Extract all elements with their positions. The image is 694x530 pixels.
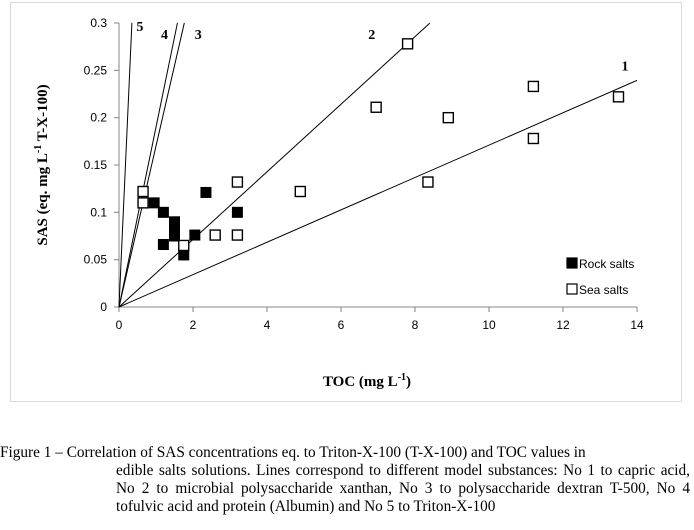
- sea-salt-point: [370, 101, 382, 113]
- model-line-3: [118, 22, 185, 308]
- sea-salt-point: [231, 176, 244, 188]
- rock-salt-point: [148, 197, 160, 209]
- sea-salt-point: [178, 239, 190, 252]
- x-tick-label: 12: [556, 318, 570, 332]
- legend: Rock salts Sea salts: [566, 257, 634, 297]
- y-tick-label: 0.25: [84, 63, 108, 77]
- y-tick-label: 0.1: [90, 205, 107, 219]
- model-lines: 1 2 3 4 5: [118, 20, 638, 308]
- y-tick-label: 0.3: [90, 16, 107, 30]
- sea-salt-point: [612, 91, 625, 103]
- legend-label-rock-salts: Rock salts: [579, 257, 634, 271]
- caption-body: edible salts solutions. Lines correspond…: [116, 462, 690, 515]
- model-line-2: [118, 22, 431, 308]
- sea-salt-point: [527, 132, 540, 145]
- model-line-label-1: 1: [622, 59, 629, 74]
- y-tick-label: 0: [100, 300, 107, 314]
- model-line-1: [118, 79, 638, 308]
- sea-salt-point: [401, 38, 414, 50]
- legend-label-sea-salts: Sea salts: [579, 283, 628, 297]
- sea-salt-point: [231, 229, 244, 241]
- y-tick-label: 0.2: [90, 111, 107, 125]
- sea-salt-point: [527, 80, 540, 93]
- x-tick-label: 0: [116, 318, 123, 332]
- y-tick-label: 0.05: [84, 253, 108, 267]
- model-line-label-3: 3: [195, 28, 202, 43]
- figure-caption: Figure 1 – Correlation of SAS concentrat…: [0, 444, 694, 516]
- y-tick-label: 0.15: [84, 158, 108, 172]
- model-line-5: [118, 22, 133, 308]
- rock-salt-point: [178, 249, 190, 261]
- model-line-label-4: 4: [161, 28, 168, 43]
- x-tick-label: 14: [630, 318, 644, 332]
- sea-salt-point: [137, 197, 149, 209]
- sea-salt-point: [137, 185, 149, 198]
- rock-salt-point: [200, 186, 212, 198]
- sea-salt-point: [422, 176, 434, 188]
- x-axis-title: TOC (mg L-1): [323, 372, 411, 390]
- model-line-label-5: 5: [136, 20, 143, 35]
- legend-marker-rock-salts: [566, 257, 578, 269]
- caption-title: Figure 1 – Correlation of SAS concentrat…: [0, 444, 586, 461]
- rock-salt-point: [231, 206, 243, 218]
- sea-salt-point: [209, 229, 221, 241]
- model-line-4: [118, 22, 178, 308]
- rock-salt-point: [169, 216, 180, 228]
- rock-salt-point: [157, 206, 169, 218]
- sea-salt-point: [442, 111, 454, 124]
- rock-salt-point: [189, 229, 201, 241]
- x-tick-label: 10: [482, 318, 496, 332]
- y-axis-title: SAS (eq. mg L-1 T-X-100): [33, 84, 51, 245]
- x-tick-label: 4: [264, 318, 271, 332]
- model-line-label-2: 2: [368, 28, 375, 43]
- x-tick-label: 2: [190, 318, 197, 332]
- sea-salt-point: [294, 185, 306, 198]
- x-tick-label: 6: [338, 318, 345, 332]
- data-points: [137, 38, 625, 261]
- x-tick-label: 8: [412, 318, 419, 332]
- axes: [114, 22, 638, 312]
- legend-marker-sea-salts: [566, 283, 578, 295]
- rock-salt-point: [157, 239, 169, 251]
- rock-salt-point: [169, 230, 180, 242]
